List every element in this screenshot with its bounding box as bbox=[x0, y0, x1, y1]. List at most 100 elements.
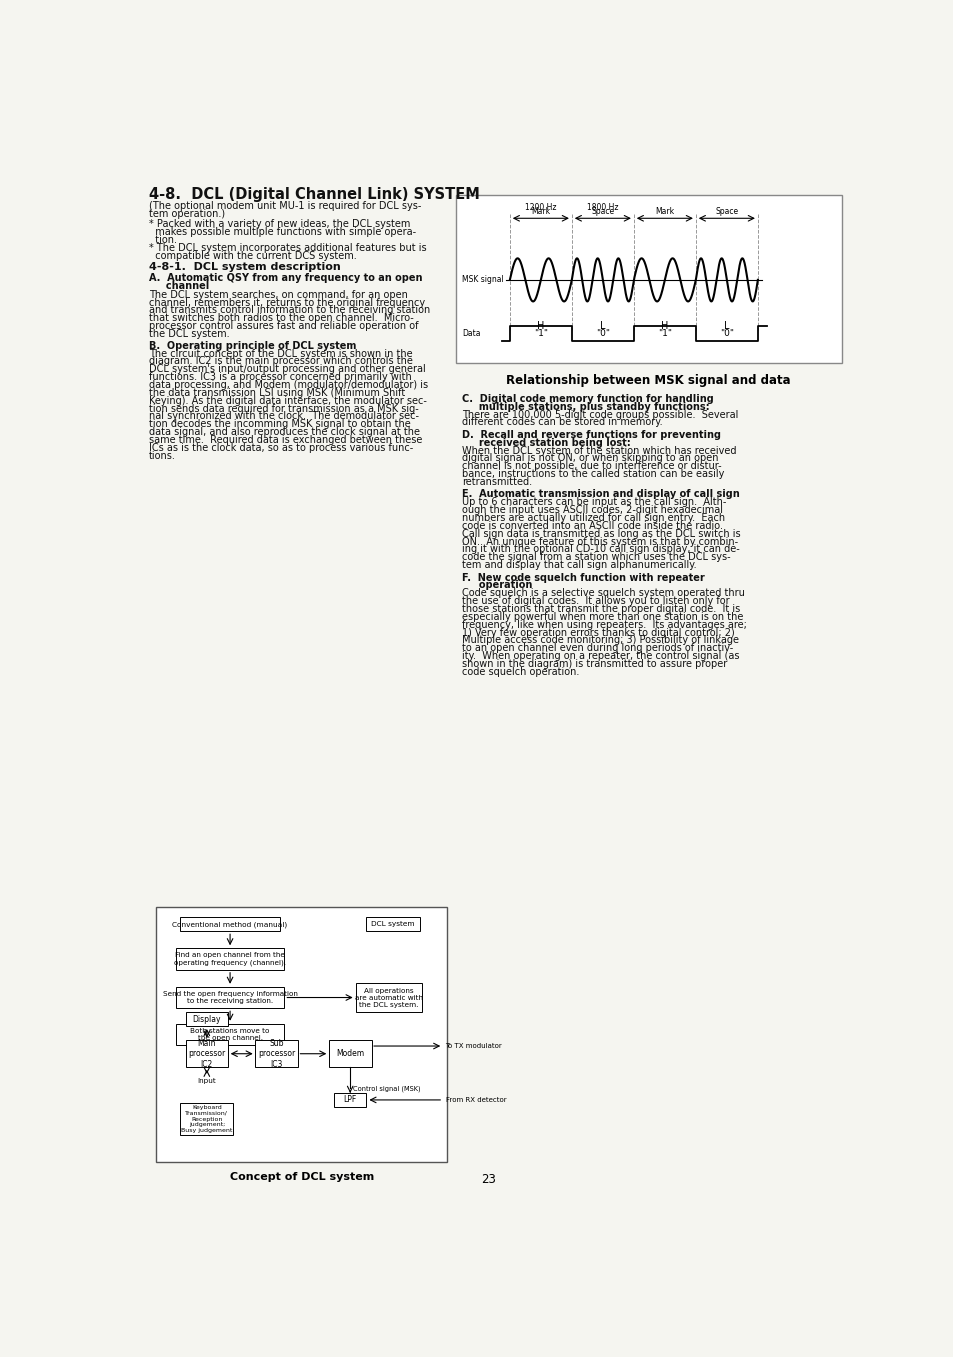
Text: Data: Data bbox=[461, 330, 479, 338]
Text: multiple stations, plus standby functions:: multiple stations, plus standby function… bbox=[461, 402, 709, 411]
Text: code the signal from a station which uses the DCL sys-: code the signal from a station which use… bbox=[461, 552, 730, 562]
Text: frequency, like when using repeaters.  Its advantages are;: frequency, like when using repeaters. It… bbox=[461, 620, 746, 630]
Text: ing it with the optional CD-10 call sign display, it can de-: ing it with the optional CD-10 call sign… bbox=[461, 544, 739, 555]
Text: bance, instructions to the called station can be easily: bance, instructions to the called statio… bbox=[461, 470, 723, 479]
Text: Relationship between MSK signal and data: Relationship between MSK signal and data bbox=[506, 373, 790, 387]
Text: Send the open frequency information
to the receiving station.: Send the open frequency information to t… bbox=[162, 991, 297, 1004]
Text: Call sign data is transmitted as long as the DCL switch is: Call sign data is transmitted as long as… bbox=[461, 529, 740, 539]
Text: Code squelch is a selective squelch system operated thru: Code squelch is a selective squelch syst… bbox=[461, 589, 744, 598]
Text: ity.  When operating on a repeater, the control signal (as: ity. When operating on a repeater, the c… bbox=[461, 651, 739, 661]
Text: the data transmission LSI using MSK (Minimum Shift: the data transmission LSI using MSK (Min… bbox=[149, 388, 404, 398]
Text: shown in the diagram) is transmitted to assure proper: shown in the diagram) is transmitted to … bbox=[461, 660, 726, 669]
Bar bbox=[179, 917, 280, 931]
Text: different codes can be stored in memory.: different codes can be stored in memory. bbox=[461, 418, 661, 427]
Text: Space: Space bbox=[591, 208, 614, 216]
Text: "1": "1" bbox=[658, 330, 671, 338]
Text: B.  Operating principle of DCL system: B. Operating principle of DCL system bbox=[149, 341, 355, 350]
Text: tem and display that call sign alphanumerically.: tem and display that call sign alphanume… bbox=[461, 560, 696, 570]
Text: especially powerful when more than one station is on the: especially powerful when more than one s… bbox=[461, 612, 742, 622]
Text: tion decodes the incomming MSK signal to obtain the: tion decodes the incomming MSK signal to… bbox=[149, 419, 410, 429]
Text: DCL system's input/output processing and other general: DCL system's input/output processing and… bbox=[149, 364, 425, 375]
Text: There are 100,000 5-digit code groups possible.  Several: There are 100,000 5-digit code groups po… bbox=[461, 410, 738, 419]
Text: functions. IC3 is a processor concerned primarily with: functions. IC3 is a processor concerned … bbox=[149, 372, 411, 383]
Text: * Packed with a variety of new ideas, the DCL system: * Packed with a variety of new ideas, th… bbox=[149, 220, 410, 229]
Text: 1200 Hz: 1200 Hz bbox=[524, 202, 556, 212]
Text: Space: Space bbox=[715, 208, 738, 216]
Text: received station being lost:: received station being lost: bbox=[461, 438, 630, 448]
Bar bbox=[365, 917, 419, 931]
Text: retransmitted.: retransmitted. bbox=[461, 478, 532, 487]
Text: ough the input uses ASCII codes, 2-digit hexadecimal: ough the input uses ASCII codes, 2-digit… bbox=[461, 505, 722, 516]
Text: tions.: tions. bbox=[149, 451, 175, 460]
Text: Mark: Mark bbox=[531, 208, 550, 216]
Text: compatible with the current DCS system.: compatible with the current DCS system. bbox=[149, 251, 356, 261]
Text: Display: Display bbox=[193, 1015, 221, 1023]
Text: operation: operation bbox=[461, 581, 532, 590]
Text: C.  Digital code memory function for handling: C. Digital code memory function for hand… bbox=[461, 394, 713, 404]
Text: those stations that transmit the proper digital code.  It is: those stations that transmit the proper … bbox=[461, 604, 740, 615]
Text: Multiple access code monitoring; 3) Possibility of linkage: Multiple access code monitoring; 3) Poss… bbox=[461, 635, 738, 646]
Text: Mark: Mark bbox=[655, 208, 674, 216]
Text: H: H bbox=[537, 320, 544, 331]
Text: the DCL system.: the DCL system. bbox=[149, 328, 229, 339]
Text: 23: 23 bbox=[481, 1174, 496, 1186]
Text: numbers are actually utilized for call sign entry.  Each: numbers are actually utilized for call s… bbox=[461, 513, 724, 522]
Text: tion sends data required for transmission as a MSK sig-: tion sends data required for transmissio… bbox=[149, 403, 418, 414]
Text: To TX modulator: To TX modulator bbox=[445, 1044, 501, 1049]
Text: All operations
are automatic with
the DCL system.: All operations are automatic with the DC… bbox=[355, 988, 422, 1007]
Bar bbox=[175, 987, 284, 1008]
Text: Keyboard
Transmission/
Reception
judgement;
Busy judgement: Keyboard Transmission/ Reception judgeme… bbox=[181, 1105, 233, 1133]
Text: (The optional modem unit MU-1 is required for DCL sys-: (The optional modem unit MU-1 is require… bbox=[149, 201, 420, 212]
Text: The circuit concept of the DCL system is shown in the: The circuit concept of the DCL system is… bbox=[149, 349, 412, 358]
Bar bbox=[456, 195, 841, 364]
Text: Keying). As the digital data interface, the modulator sec-: Keying). As the digital data interface, … bbox=[149, 396, 426, 406]
Text: channel, remembers it, returns to the original frequency: channel, remembers it, returns to the or… bbox=[149, 297, 424, 308]
Bar bbox=[355, 982, 421, 1012]
Text: 4-8-1.  DCL system description: 4-8-1. DCL system description bbox=[149, 262, 340, 273]
Bar bbox=[185, 1041, 228, 1067]
Text: DCL system: DCL system bbox=[371, 921, 415, 927]
Text: L: L bbox=[723, 320, 729, 331]
Text: The DCL system searches, on command, for an open: The DCL system searches, on command, for… bbox=[149, 290, 407, 300]
Text: Concept of DCL system: Concept of DCL system bbox=[230, 1172, 374, 1182]
Text: A.  Automatic QSY from any frequency to an open: A. Automatic QSY from any frequency to a… bbox=[149, 273, 422, 284]
Text: Input: Input bbox=[197, 1077, 216, 1084]
Bar bbox=[334, 1092, 366, 1107]
Bar bbox=[175, 949, 284, 970]
Text: data signal, and also reproduces the clock signal at the: data signal, and also reproduces the clo… bbox=[149, 427, 419, 437]
Text: the use of digital codes.  It allows you to listen only for: the use of digital codes. It allows you … bbox=[461, 596, 729, 607]
Text: that switches both radios to the open channel.  Micro-: that switches both radios to the open ch… bbox=[149, 313, 413, 323]
Text: tem operation.): tem operation.) bbox=[149, 209, 225, 220]
Text: diagram. IC2 is the main processor which controls the: diagram. IC2 is the main processor which… bbox=[149, 357, 412, 366]
Text: From RX detector: From RX detector bbox=[445, 1096, 506, 1103]
Text: L: L bbox=[599, 320, 605, 331]
Text: digital signal is not ON, or when skipping to an open: digital signal is not ON, or when skippi… bbox=[461, 453, 718, 464]
Text: D.  Recall and reverse functions for preventing: D. Recall and reverse functions for prev… bbox=[461, 430, 720, 440]
Text: "0": "0" bbox=[720, 330, 733, 338]
Text: H: H bbox=[660, 320, 668, 331]
Text: Both stations move to
the open channel.: Both stations move to the open channel. bbox=[191, 1029, 270, 1041]
Text: same time.  Required data is exchanged between these: same time. Required data is exchanged be… bbox=[149, 436, 421, 445]
Text: and transmits control information to the receiving station: and transmits control information to the… bbox=[149, 305, 430, 315]
Text: "1": "1" bbox=[534, 330, 547, 338]
Text: When the DCL system of the station which has received: When the DCL system of the station which… bbox=[461, 445, 736, 456]
Text: * The DCL system incorporates additional features but is: * The DCL system incorporates additional… bbox=[149, 243, 426, 252]
Text: code is converted into an ASCII code inside the radio.: code is converted into an ASCII code ins… bbox=[461, 521, 722, 531]
Text: data processing, and Modem (modulator/demodulator) is: data processing, and Modem (modulator/de… bbox=[149, 380, 427, 389]
Text: makes possible multiple functions with simple opera-: makes possible multiple functions with s… bbox=[149, 227, 416, 237]
Text: Control signal (MSK): Control signal (MSK) bbox=[353, 1086, 419, 1092]
Bar bbox=[255, 1041, 297, 1067]
Text: 1800 Hz: 1800 Hz bbox=[586, 202, 618, 212]
Text: Sub
processor
IC3: Sub processor IC3 bbox=[257, 1039, 294, 1068]
Text: code squelch operation.: code squelch operation. bbox=[461, 666, 578, 677]
Text: LPF: LPF bbox=[343, 1095, 356, 1105]
Text: MSK signal: MSK signal bbox=[461, 275, 503, 285]
Text: to an open channel even during long periods of inactiv-: to an open channel even during long peri… bbox=[461, 643, 732, 653]
Text: F.  New code squelch function with repeater: F. New code squelch function with repeat… bbox=[461, 573, 704, 582]
Text: processor control assures fast and reliable operation of: processor control assures fast and relia… bbox=[149, 322, 417, 331]
Text: 1) Very few operation errors thanks to digital control; 2): 1) Very few operation errors thanks to d… bbox=[461, 627, 734, 638]
Bar bbox=[185, 1012, 228, 1026]
Text: Modem: Modem bbox=[335, 1049, 364, 1058]
Bar bbox=[175, 1023, 284, 1045]
Text: Conventional method (manual): Conventional method (manual) bbox=[172, 921, 288, 928]
